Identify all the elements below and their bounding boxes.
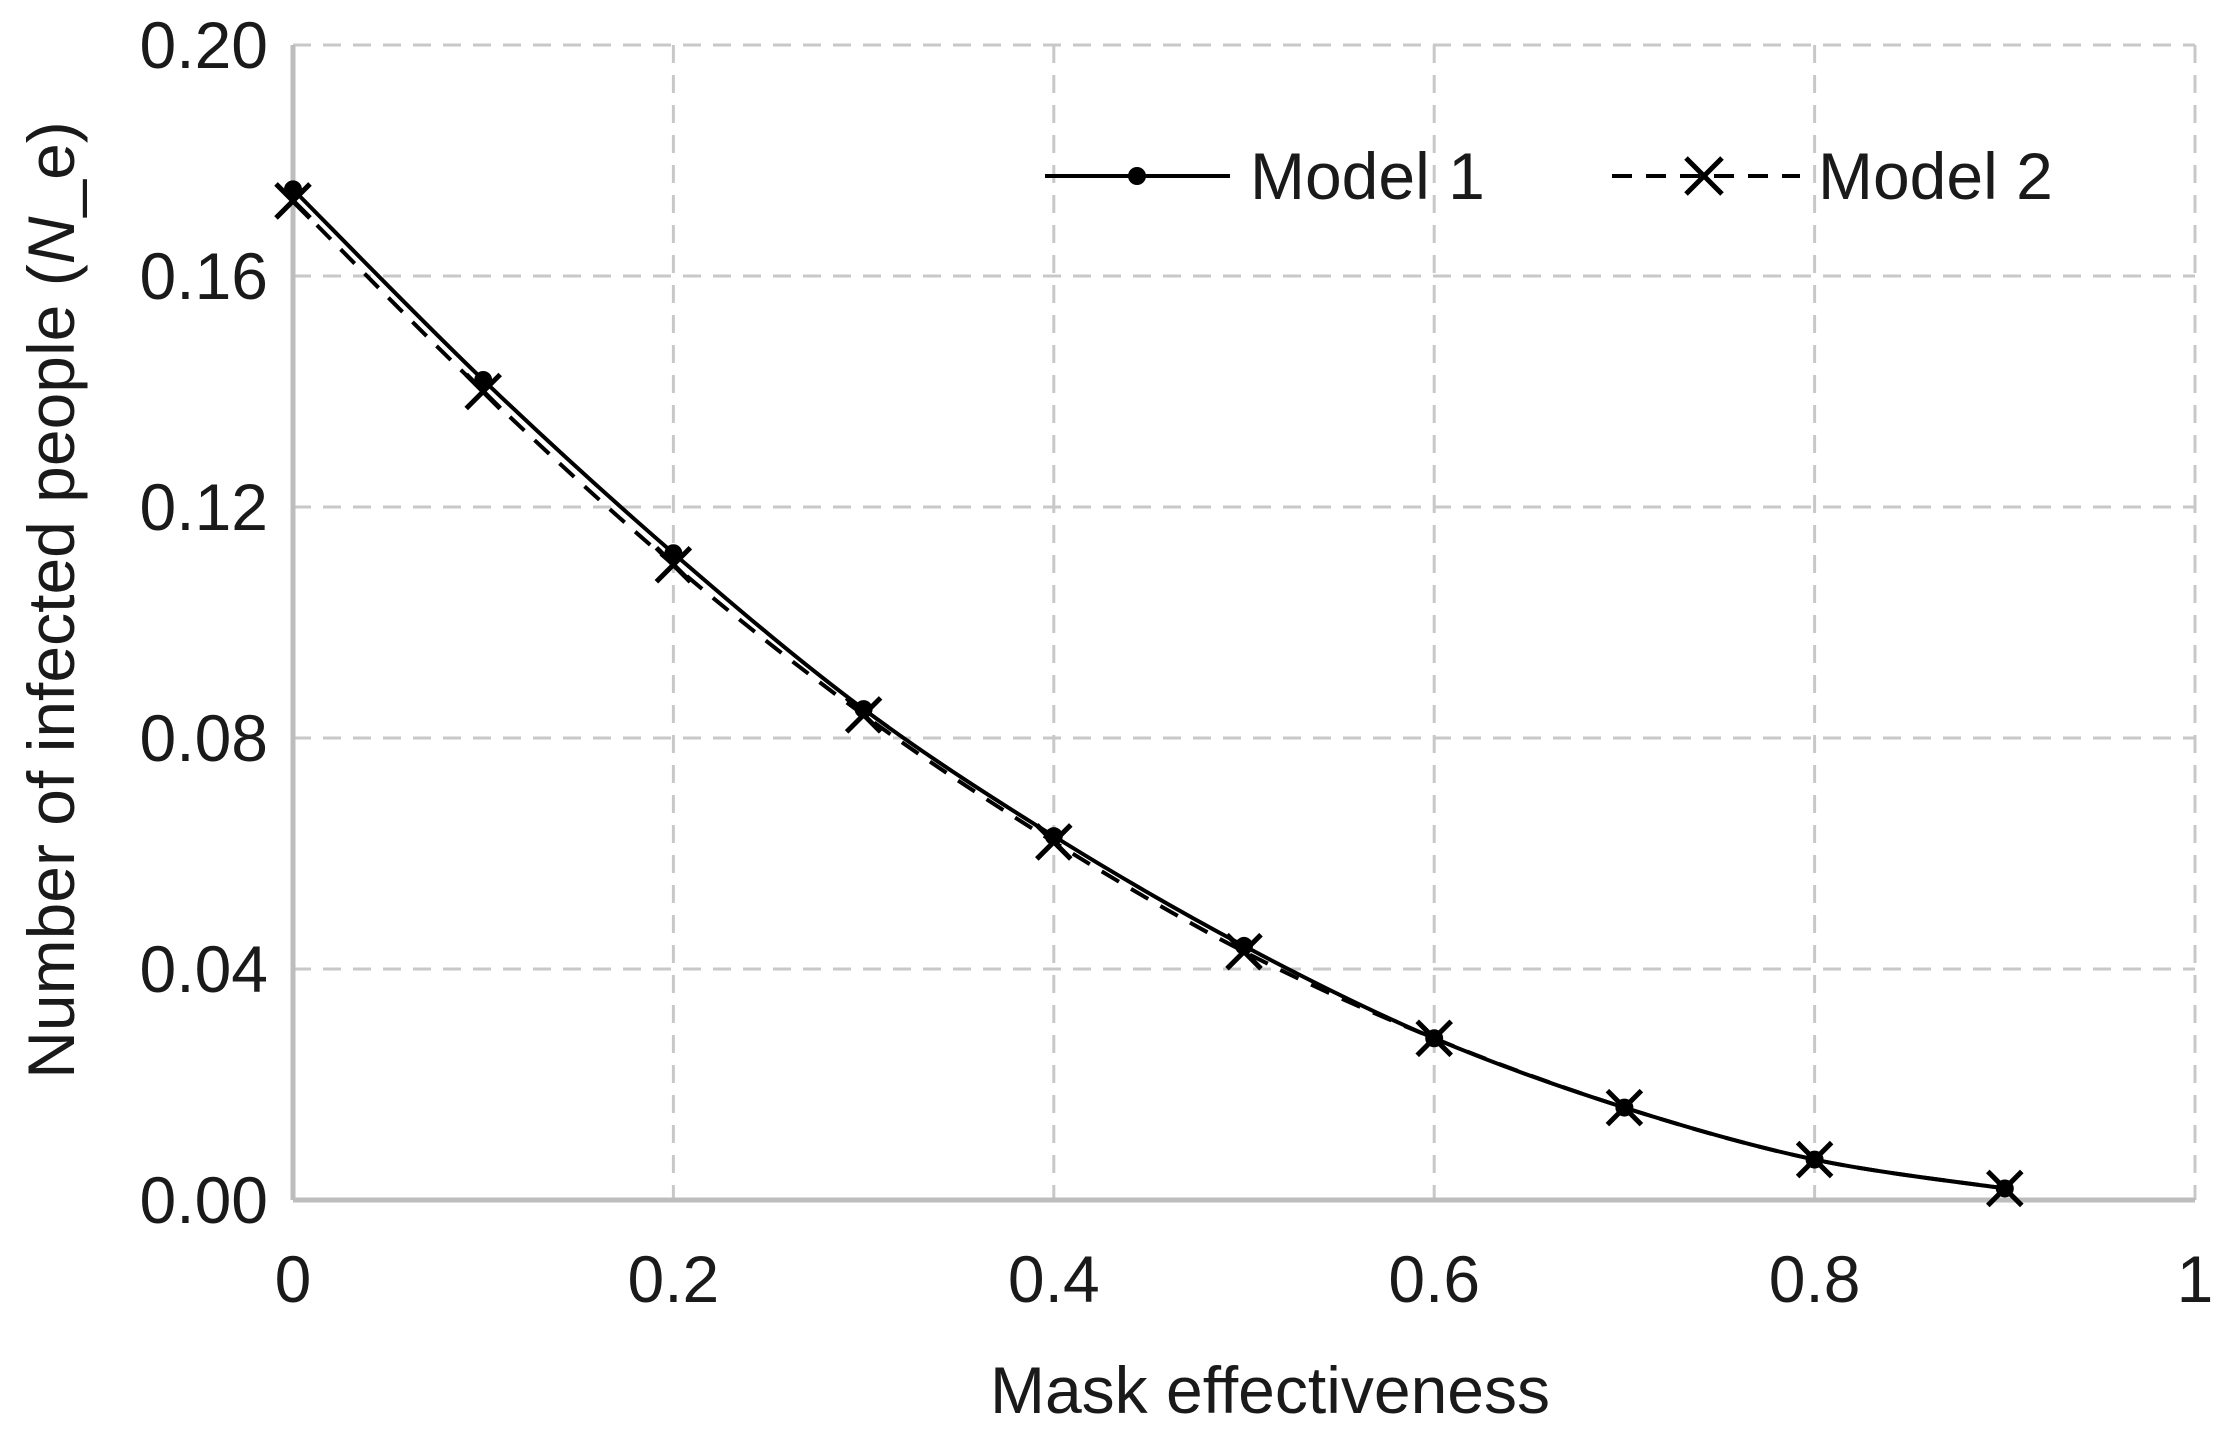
y-axis-title-italic: N xyxy=(14,216,88,264)
y-tick-label: 0.04 xyxy=(140,932,268,1006)
data-point-model-1 xyxy=(1995,1179,2014,1198)
legend-marker-model-2 xyxy=(1684,156,1724,196)
y-tick-labels: 0.00 0.04 0.08 0.12 0.16 0.20 xyxy=(140,8,268,1237)
series-layer xyxy=(274,180,2024,1208)
data-point-model-2 xyxy=(654,545,693,584)
axes xyxy=(290,45,2195,1203)
x-tick-label: 0.6 xyxy=(1388,1242,1480,1316)
data-point-model-1 xyxy=(1615,1098,1634,1117)
series-model-2 xyxy=(274,182,2024,1208)
y-tick-label: 0.16 xyxy=(140,239,268,313)
series-model-1 xyxy=(284,180,2014,1198)
x-tick-label: 0.4 xyxy=(1008,1242,1100,1316)
legend-marker-model-1 xyxy=(1128,167,1146,185)
data-point-model-1 xyxy=(1805,1150,1824,1169)
data-point-model-1 xyxy=(284,180,302,199)
x-tick-labels: 0 0.2 0.4 0.6 0.8 1 xyxy=(275,1242,2214,1316)
x-tick-label: 1 xyxy=(2177,1242,2214,1316)
y-tick-label: 0.20 xyxy=(140,8,268,82)
data-point-model-1 xyxy=(1235,936,1253,955)
data-point-model-2 xyxy=(464,372,502,411)
series-line-model-2 xyxy=(291,199,2006,1191)
legend-label-model-1: Model 1 xyxy=(1250,139,1485,213)
data-point-model-2 xyxy=(274,182,312,220)
x-tick-label: 0.2 xyxy=(628,1242,720,1316)
y-axis-title-suffix: _e) xyxy=(14,121,88,217)
y-tick-label: 0.00 xyxy=(140,1163,268,1237)
y-tick-label: 0.08 xyxy=(140,701,268,775)
x-tick-label: 0 xyxy=(275,1242,312,1316)
legend-label-model-2: Model 2 xyxy=(1818,139,2053,213)
data-point-model-1 xyxy=(1044,827,1063,846)
series-line-model-1 xyxy=(291,187,2006,1191)
data-point-model-1 xyxy=(854,700,873,719)
legend: Model 1 Model 2 xyxy=(1045,139,2053,213)
y-axis-title: Number of infected people (N_e) xyxy=(14,121,88,1079)
x-tick-label: 0.8 xyxy=(1769,1242,1861,1316)
data-point-model-1 xyxy=(1425,1029,1444,1048)
y-axis-title-prefix: Number of infected people ( xyxy=(14,264,88,1078)
data-point-model-1 xyxy=(474,370,493,389)
y-tick-label: 0.12 xyxy=(140,470,268,544)
data-point-model-1 xyxy=(664,544,683,563)
grid xyxy=(293,43,2197,1200)
x-axis-title: Mask effectiveness xyxy=(990,1353,1550,1427)
